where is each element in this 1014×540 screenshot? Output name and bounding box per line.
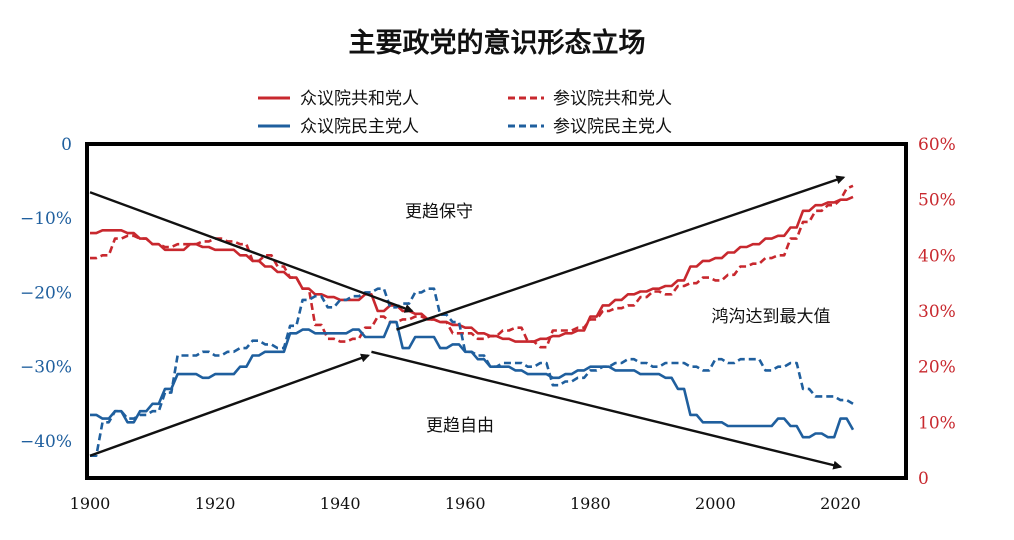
right-tick-label: 30% [918,302,956,322]
right-tick-label: 60% [918,135,956,155]
x-tick-label: 1960 [445,494,486,513]
annotation-more-liberal: 更趋自由 [426,416,494,436]
right-tick-label: 40% [918,246,956,266]
right-axis-ticks: 0 10% 20% 30% 40% 50% 60% [918,135,956,489]
legend-item-house-democrats: 众议院民主党人 [258,117,419,137]
legend-label-house-republicans: 众议院共和党人 [300,89,419,109]
x-tick-label: 1940 [320,494,361,513]
legend-label-senate-republicans: 参议院共和党人 [553,89,672,109]
left-tick-label: −20% [20,283,72,303]
legend-item-senate-republicans: 参议院共和党人 [508,89,672,109]
right-tick-label: 20% [918,358,956,378]
chart-title: 主要政党的意识形态立场 [349,27,646,59]
x-tick-label: 2020 [820,494,861,513]
trend-arrow [396,175,846,331]
legend: 众议院共和党人 参议院共和党人 众议院民主党人 参议院民主党人 [258,89,672,137]
left-tick-label: −40% [20,432,72,452]
annotation-more-conservative: 更趋保守 [405,202,473,222]
right-tick-label: 50% [918,191,956,211]
annotation-max-gap: 鸿沟达到最大值 [712,307,831,327]
left-tick-label: −10% [20,209,72,229]
x-tick-label: 1900 [70,494,111,513]
trend-arrow [371,350,843,470]
left-tick-label: 0 [61,135,72,155]
x-tick-label: 1980 [570,494,611,513]
trend-arrow [89,353,371,457]
legend-item-senate-democrats: 参议院民主党人 [508,117,672,137]
legend-item-house-republicans: 众议院共和党人 [258,89,419,109]
senate-democrats-line [90,287,854,457]
trend-arrows [89,175,846,470]
house-republicans-line [90,195,854,343]
trend-arrow [89,191,414,313]
right-tick-label: 10% [918,413,956,433]
legend-label-house-democrats: 众议院民主党人 [300,117,419,137]
plot-frame [85,142,908,480]
left-axis-ticks: 0 −10% −20% −30% −40% [20,135,72,452]
x-tick-label: 2000 [695,494,736,513]
left-tick-label: −30% [20,358,72,378]
x-axis-ticks: 1900 1920 1940 1960 1980 2000 2020 [70,494,861,513]
x-tick-label: 1920 [195,494,236,513]
legend-label-senate-democrats: 参议院民主党人 [553,117,672,137]
right-tick-label: 0 [918,469,929,489]
